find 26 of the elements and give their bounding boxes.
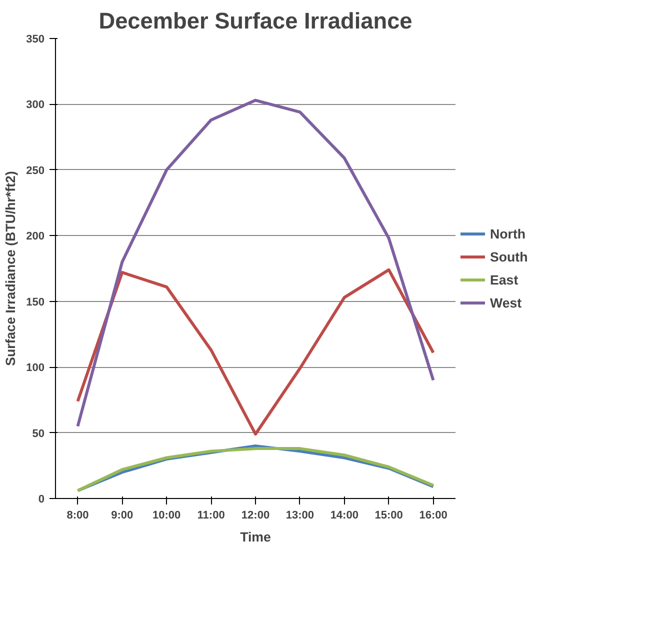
y-tick-label: 300 bbox=[26, 99, 45, 112]
legend-label: North bbox=[490, 226, 526, 241]
y-tick-label: 50 bbox=[32, 428, 45, 440]
y-tick-label: 250 bbox=[26, 164, 45, 177]
x-tick-label: 15:00 bbox=[374, 510, 403, 522]
x-tick-label: 16:00 bbox=[419, 510, 448, 522]
y-tick-label: 100 bbox=[26, 362, 45, 374]
x-tick-label: 12:00 bbox=[241, 510, 270, 522]
line-series bbox=[76, 98, 435, 428]
x-tick-label: 8:00 bbox=[66, 510, 89, 522]
y-tick-label: 0 bbox=[38, 494, 45, 506]
line-series bbox=[76, 268, 435, 436]
legend-label: South bbox=[490, 249, 528, 264]
x-axis-title: Time bbox=[240, 530, 271, 544]
x-tick-label: 11:00 bbox=[197, 510, 225, 522]
x-tick-label: 9:00 bbox=[111, 510, 134, 522]
x-tick-label: 13:00 bbox=[286, 510, 314, 522]
legend-label: West bbox=[490, 295, 522, 310]
x-tick-label: 14:00 bbox=[330, 510, 358, 522]
legend-label: East bbox=[490, 272, 518, 287]
y-tick-label: 350 bbox=[26, 34, 45, 46]
y-tick-label: 150 bbox=[26, 296, 45, 308]
x-tick-label: 10:00 bbox=[152, 510, 181, 522]
y-tick-label: 200 bbox=[26, 230, 45, 243]
y-axis-title: Surface Irradiance (BTU/hr*ft2) bbox=[3, 171, 18, 366]
chart-title: December Surface Irradiance bbox=[98, 8, 412, 34]
